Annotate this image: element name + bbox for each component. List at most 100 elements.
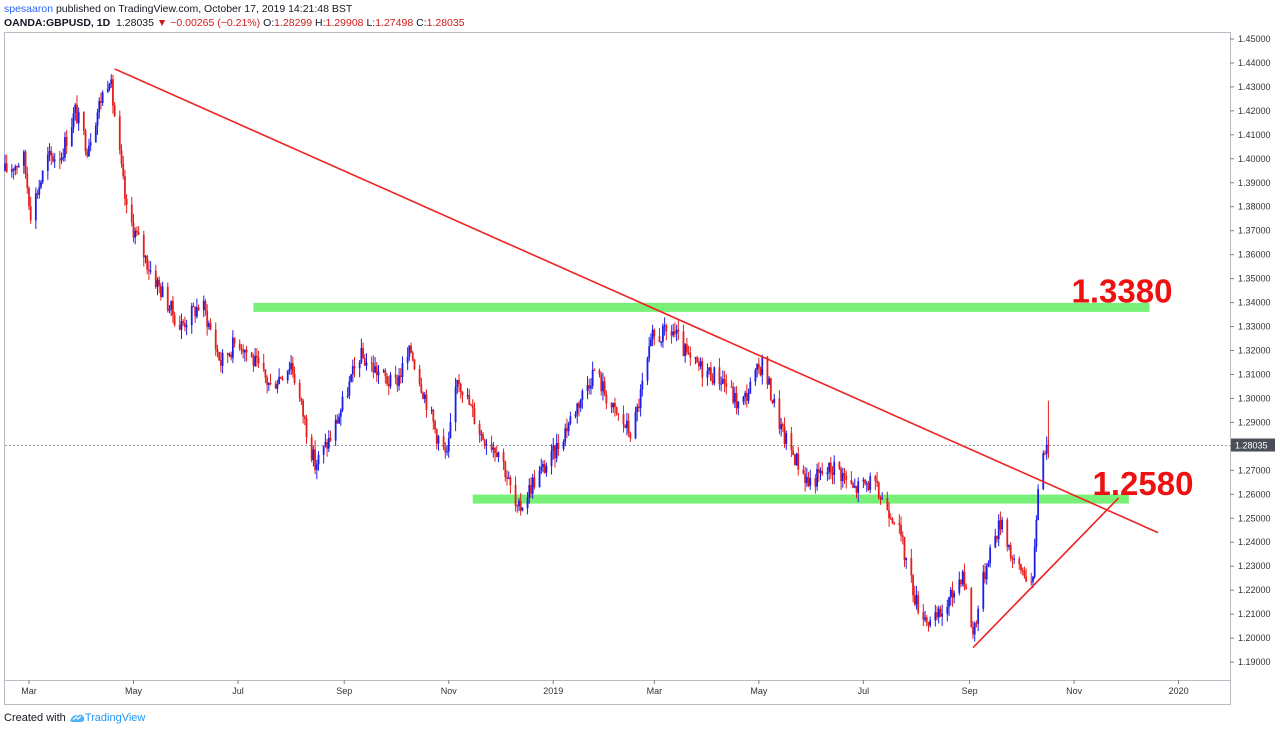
candle-body <box>576 403 579 415</box>
y-tick-label: 1.21000 <box>1238 609 1271 619</box>
candle-body <box>466 395 469 397</box>
candle-body <box>711 380 714 384</box>
candle-body <box>780 424 783 430</box>
candle-body <box>1011 558 1014 560</box>
candle-body <box>708 367 711 371</box>
candle-body <box>219 360 222 366</box>
created-with-text: Created with <box>4 712 66 724</box>
candle-body <box>22 151 25 166</box>
candle-body <box>723 379 726 384</box>
candle-body <box>134 230 137 238</box>
candle-body <box>684 344 687 356</box>
candle-body <box>754 369 757 382</box>
candle-body <box>156 279 159 287</box>
y-tick-label: 1.24000 <box>1238 537 1271 547</box>
candle-body <box>792 450 795 455</box>
candle-body <box>482 434 484 440</box>
candle-body <box>996 536 998 540</box>
candle-body <box>984 572 986 580</box>
candle-body <box>209 323 212 330</box>
x-tick-label: Sep <box>336 686 352 696</box>
candle-body <box>38 187 41 195</box>
candle-body <box>939 608 942 617</box>
last-price-tag-label: 1.28035 <box>1235 441 1268 451</box>
candle-body <box>973 623 976 635</box>
candle-body <box>545 466 548 473</box>
candle-body <box>660 341 663 343</box>
y-tick-label: 1.40000 <box>1238 154 1271 164</box>
candle-body <box>214 329 217 350</box>
candle-body <box>663 325 666 327</box>
candle-body <box>94 125 97 143</box>
candle-body <box>226 352 229 355</box>
candle-body <box>454 386 457 423</box>
candle-body <box>985 566 988 580</box>
candle-body <box>521 508 524 511</box>
candle-body <box>82 112 85 131</box>
candle-body <box>48 150 51 155</box>
candle-body <box>300 398 303 401</box>
candle-body <box>120 150 123 164</box>
candle-body <box>785 433 788 444</box>
candle-body <box>877 482 880 498</box>
candle-body <box>977 608 980 624</box>
candle-body <box>170 300 173 310</box>
candle-body <box>807 476 810 486</box>
candle-body <box>838 461 841 469</box>
candle-body <box>386 376 388 385</box>
y-tick-label: 1.27000 <box>1238 465 1271 475</box>
candle-body <box>946 606 949 614</box>
candle-body <box>869 476 872 490</box>
y-tick-label: 1.32000 <box>1238 346 1271 356</box>
candle-body <box>737 401 740 409</box>
candle-body <box>804 473 807 483</box>
price-axis[interactable]: 1.45000 1.44000 1.43000 1.42000 1.41000 1.400… <box>1230 34 1271 667</box>
footer: Created with TradingView <box>4 711 145 727</box>
candle-body <box>650 339 652 347</box>
y-tick-label: 1.42000 <box>1238 106 1271 116</box>
candle-body <box>730 386 733 388</box>
candle-body <box>34 193 37 221</box>
candle-body <box>673 331 676 334</box>
candle-body <box>850 480 853 484</box>
candle-body <box>399 375 402 377</box>
candle-body <box>254 355 257 366</box>
author-link[interactable]: spesaaron <box>4 3 54 15</box>
x-tick-label: Mar <box>647 686 663 696</box>
candle-body <box>108 84 111 89</box>
candle-body <box>305 418 308 438</box>
candle-body <box>581 390 584 400</box>
candle-body <box>888 510 890 519</box>
candle-body <box>817 469 820 473</box>
candle-body <box>615 407 618 414</box>
time-axis[interactable]: Mar May Jul Sep Nov 2019 Mar May Jul Sep Nov 2020 <box>21 680 1189 696</box>
candle-body <box>122 163 125 177</box>
candle-body <box>494 447 496 453</box>
candle-body <box>98 100 101 113</box>
candle-body <box>793 454 796 466</box>
candle-body <box>1042 453 1045 490</box>
candle-body <box>238 343 241 349</box>
candle-body <box>593 369 596 371</box>
candle-body <box>697 362 700 367</box>
candle-body <box>531 477 534 494</box>
candle-body <box>216 349 219 353</box>
candle-body <box>855 485 858 493</box>
candle-body <box>771 399 774 403</box>
candle-body <box>602 381 604 392</box>
candle-body <box>626 420 628 428</box>
candle-body <box>315 464 318 470</box>
candle-body <box>953 592 956 598</box>
level-band <box>472 494 1129 504</box>
candle-body <box>410 345 412 353</box>
candle-body <box>591 369 594 387</box>
candle-body <box>413 359 416 370</box>
candle-body <box>651 329 654 340</box>
candle-body <box>36 193 39 195</box>
candle-body <box>374 366 376 373</box>
candle-body <box>398 375 400 386</box>
tradingview-link[interactable]: TradingView <box>84 712 146 724</box>
publish-line: spesaaron published on TradingView.com, … <box>4 2 352 16</box>
candle-body <box>132 222 135 238</box>
